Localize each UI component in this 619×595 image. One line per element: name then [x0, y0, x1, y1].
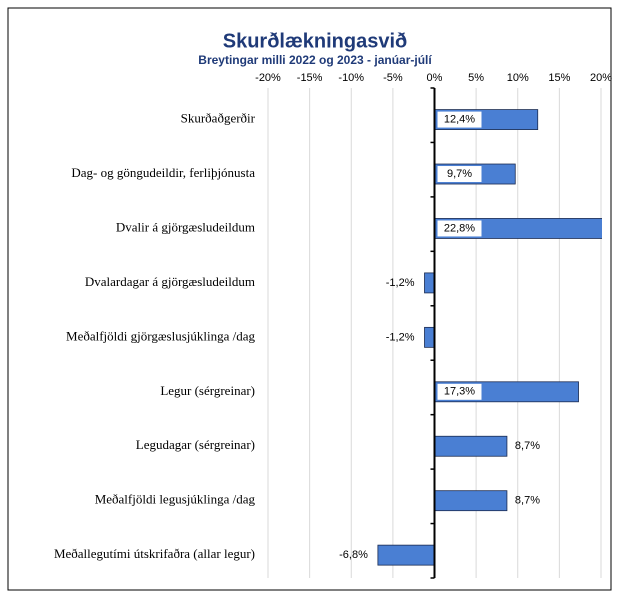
- data-label-box: [437, 383, 482, 400]
- x-tick-label: -15%: [297, 72, 323, 84]
- category-label: Meðalfjöldi gjörgæslusjúklinga /dag: [66, 328, 255, 343]
- category-label: Dag- og göngudeildir, ferliþjónusta: [71, 165, 255, 180]
- data-label: 9,7%: [447, 168, 472, 180]
- chart-subtitle: Breytingar milli 2022 og 2023 - janúar-j…: [198, 53, 432, 67]
- bar: [424, 326, 435, 348]
- data-label-box: [437, 111, 482, 128]
- x-tick-label: -10%: [338, 72, 364, 84]
- category-label: Meðalfjöldi legusjúklinga /dag: [95, 492, 256, 507]
- category-label: Dvalir á gjörgæsludeildum: [116, 219, 255, 234]
- bar: [424, 272, 435, 294]
- x-tick-label: 5%: [468, 72, 484, 84]
- data-label: -1,2%: [386, 331, 415, 343]
- data-label: -6,8%: [339, 549, 368, 561]
- category-label: Dvalardagar á gjörgæsludeildum: [85, 274, 255, 289]
- category-label: Legur (sérgreinar): [160, 383, 255, 398]
- bar: [434, 435, 508, 457]
- data-label-box: [437, 166, 482, 183]
- chart-title: Skurðlækningasvið: [223, 30, 408, 52]
- category-label: Skurðaðgerðir: [181, 111, 256, 126]
- data-label: 22,8%: [444, 222, 475, 234]
- data-label: 12,4%: [444, 113, 475, 125]
- x-tick-label: 20%: [590, 72, 612, 84]
- x-tick-label: 0%: [427, 72, 443, 84]
- x-tick-label: 15%: [548, 72, 570, 84]
- data-label-box: [437, 220, 482, 237]
- data-label: 8,7%: [515, 440, 540, 452]
- data-label: -1,2%: [386, 277, 415, 289]
- bar: [434, 490, 508, 512]
- bar: [377, 544, 435, 566]
- data-label: 17,3%: [444, 386, 475, 398]
- x-tick-label: 10%: [507, 72, 529, 84]
- x-tick-label: -5%: [383, 72, 403, 84]
- data-label: 8,7%: [515, 495, 540, 507]
- category-label: Meðallegutími útskrifaðra (allar legur): [54, 546, 255, 561]
- category-label: Legudagar (sérgreinar): [136, 437, 255, 452]
- x-tick-label: -20%: [255, 72, 281, 84]
